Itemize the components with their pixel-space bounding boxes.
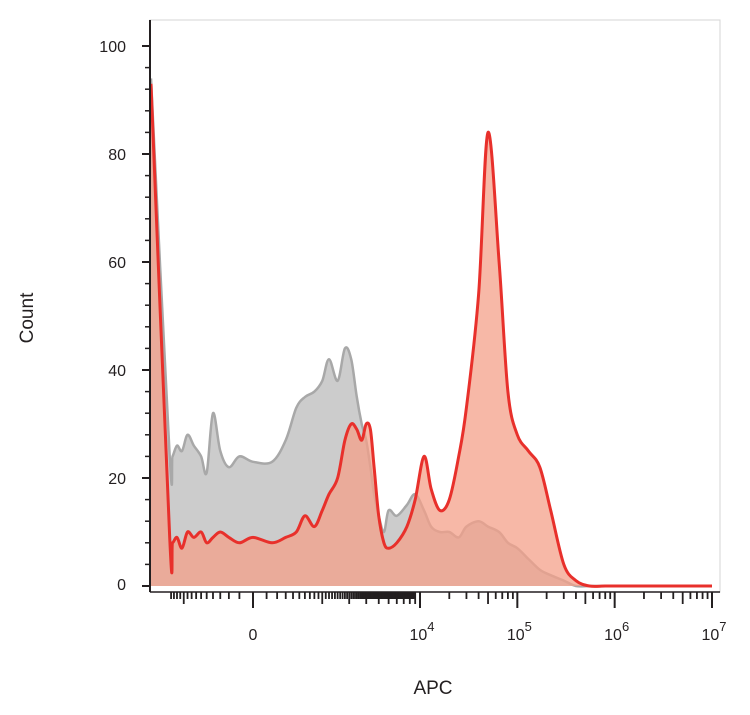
series-areas [149,78,720,588]
x-tick-label: 105 [507,619,532,644]
x-axis-label: APC [413,678,453,699]
y-tick-label: 100 [99,39,126,56]
y-axis-label: Count [17,292,38,344]
y-tick-label: 40 [108,363,126,380]
x-tick-label: 106 [604,619,629,644]
y-tick-label: 80 [108,147,126,164]
series-2-line [149,83,712,588]
series-1-area [151,78,720,587]
x-tick-label: 0 [249,627,258,644]
x-tick-label: 107 [701,619,726,644]
y-tick-label: 0 [117,577,126,594]
x-tick-label: 104 [409,619,434,644]
x-axis-ticks: 0 104 105 106 107 [170,592,727,644]
y-axis-ticks: 0 20 40 60 80 100 [99,39,150,594]
y-tick-label: 20 [108,471,126,488]
y-tick-label: 60 [108,255,126,272]
